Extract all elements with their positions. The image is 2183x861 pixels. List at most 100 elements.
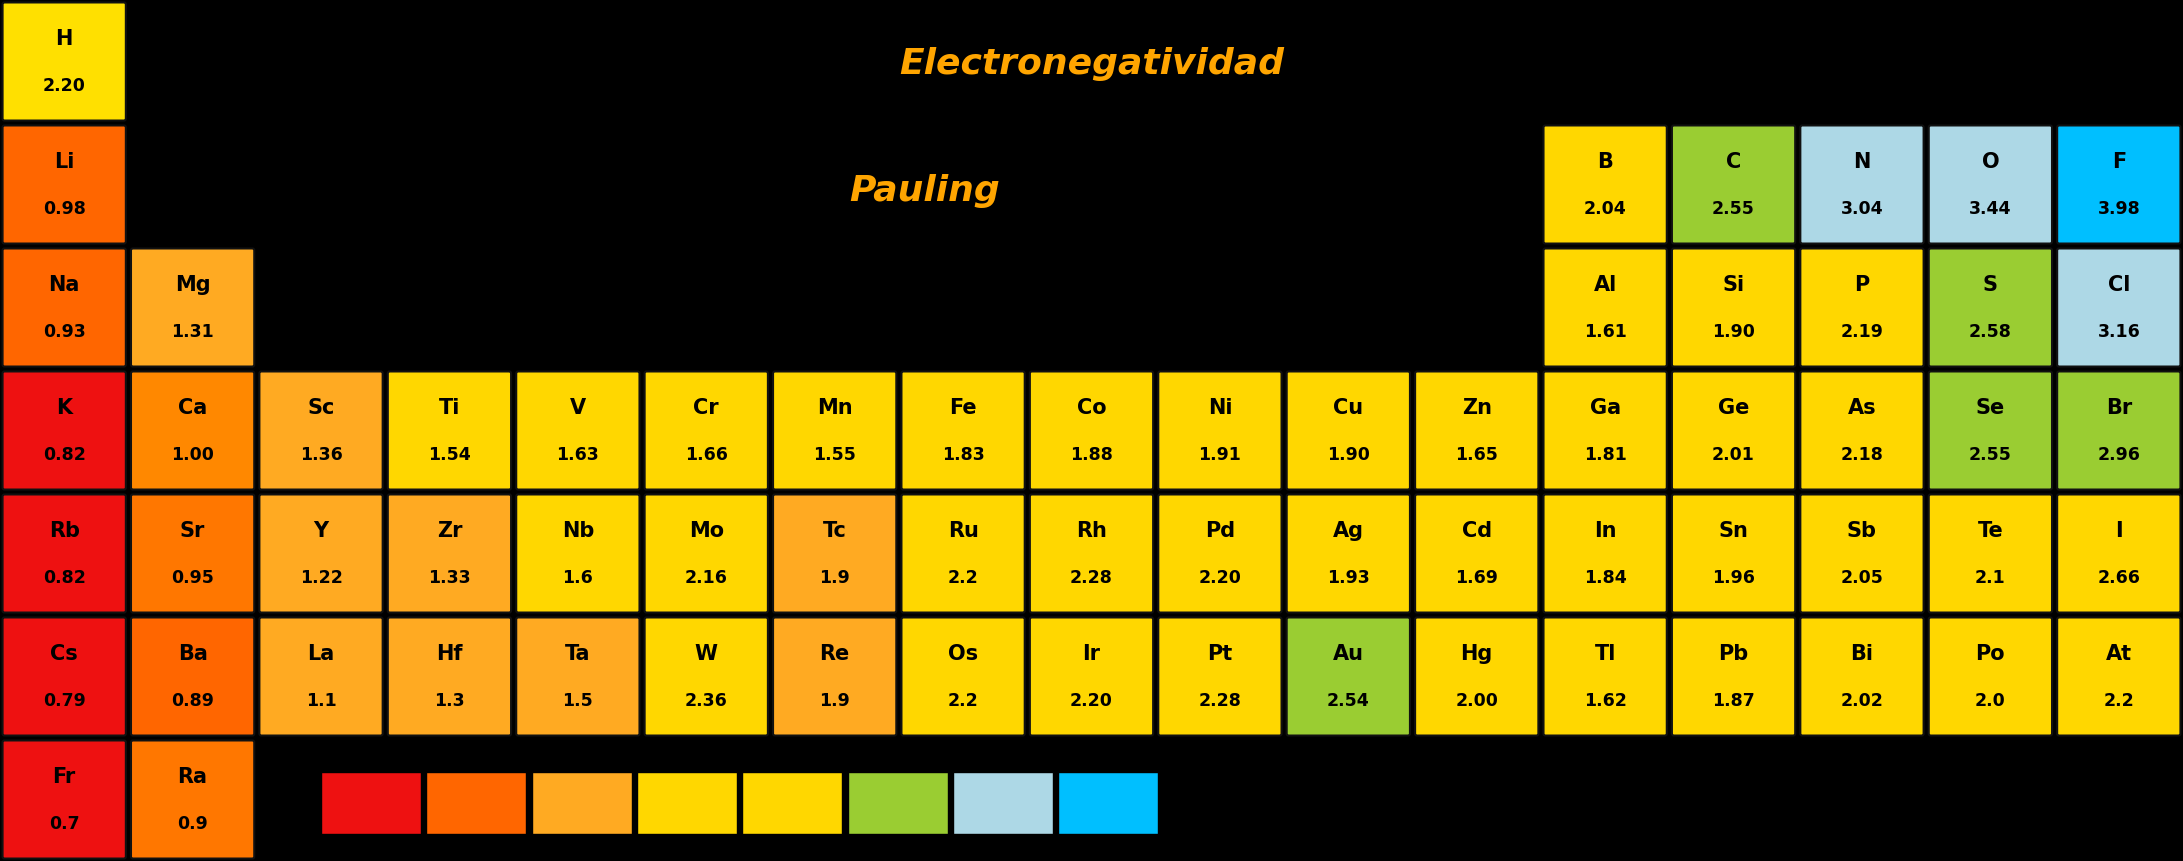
- Text: 1.1: 1.1: [306, 692, 336, 710]
- FancyBboxPatch shape: [637, 772, 738, 834]
- FancyBboxPatch shape: [533, 772, 631, 834]
- FancyBboxPatch shape: [1672, 371, 1794, 490]
- FancyBboxPatch shape: [2056, 126, 2181, 244]
- Text: 1.31: 1.31: [170, 323, 214, 341]
- Text: 2.19: 2.19: [1840, 323, 1884, 341]
- Text: 0.82: 0.82: [44, 569, 85, 587]
- Text: Pauling: Pauling: [849, 174, 1000, 208]
- FancyBboxPatch shape: [1030, 617, 1153, 735]
- FancyBboxPatch shape: [131, 371, 253, 490]
- FancyBboxPatch shape: [131, 740, 253, 858]
- FancyBboxPatch shape: [1159, 494, 1281, 612]
- FancyBboxPatch shape: [2, 3, 127, 121]
- Text: 2.20: 2.20: [1070, 692, 1113, 710]
- Text: Se: Se: [1976, 399, 2004, 418]
- FancyBboxPatch shape: [1930, 617, 2052, 735]
- Text: 0.7: 0.7: [48, 815, 79, 833]
- FancyBboxPatch shape: [131, 494, 253, 612]
- Text: Na: Na: [48, 276, 81, 295]
- FancyBboxPatch shape: [389, 494, 511, 612]
- Text: Ca: Ca: [179, 399, 207, 418]
- Text: F: F: [2111, 152, 2126, 172]
- Text: Zn: Zn: [1463, 399, 1491, 418]
- FancyBboxPatch shape: [644, 494, 768, 612]
- Text: 2.05: 2.05: [1840, 569, 1884, 587]
- Text: 1.90: 1.90: [1327, 446, 1369, 464]
- FancyBboxPatch shape: [773, 371, 897, 490]
- FancyBboxPatch shape: [1930, 126, 2052, 244]
- FancyBboxPatch shape: [1059, 772, 1159, 834]
- FancyBboxPatch shape: [1030, 494, 1153, 612]
- Text: Y: Y: [314, 522, 330, 542]
- Text: Hg: Hg: [1460, 644, 1493, 665]
- Text: P: P: [1853, 276, 1869, 295]
- Text: 1.87: 1.87: [1711, 692, 1755, 710]
- Text: Sn: Sn: [1718, 522, 1749, 542]
- FancyBboxPatch shape: [260, 371, 382, 490]
- FancyBboxPatch shape: [1286, 617, 1410, 735]
- FancyBboxPatch shape: [515, 494, 640, 612]
- FancyBboxPatch shape: [773, 617, 897, 735]
- FancyBboxPatch shape: [1672, 617, 1794, 735]
- Text: 1.36: 1.36: [299, 446, 343, 464]
- FancyBboxPatch shape: [1030, 371, 1153, 490]
- Text: 1.91: 1.91: [1198, 446, 1242, 464]
- FancyBboxPatch shape: [2056, 617, 2181, 735]
- Text: Cl: Cl: [2107, 276, 2131, 295]
- Text: 1.3: 1.3: [434, 692, 465, 710]
- Text: Mo: Mo: [688, 522, 725, 542]
- Text: 0.95: 0.95: [170, 569, 214, 587]
- Text: Pb: Pb: [1718, 644, 1749, 665]
- FancyBboxPatch shape: [1159, 617, 1281, 735]
- Text: Rb: Rb: [48, 522, 81, 542]
- FancyBboxPatch shape: [131, 249, 253, 367]
- FancyBboxPatch shape: [1415, 494, 1539, 612]
- Text: H: H: [55, 29, 72, 49]
- Text: Hf: Hf: [437, 644, 463, 665]
- Text: 2.58: 2.58: [1969, 323, 2013, 341]
- Text: Pt: Pt: [1207, 644, 1233, 665]
- FancyBboxPatch shape: [1543, 249, 1668, 367]
- Text: Re: Re: [819, 644, 849, 665]
- Text: 3.04: 3.04: [1840, 200, 1884, 218]
- Text: 1.96: 1.96: [1711, 569, 1755, 587]
- FancyBboxPatch shape: [515, 371, 640, 490]
- Text: 2.2: 2.2: [947, 692, 978, 710]
- Text: At: At: [2107, 644, 2133, 665]
- Text: Electronegatividad: Electronegatividad: [899, 47, 1284, 81]
- Text: Cu: Cu: [1334, 399, 1364, 418]
- Text: Nb: Nb: [561, 522, 594, 542]
- FancyBboxPatch shape: [644, 617, 768, 735]
- FancyBboxPatch shape: [1801, 494, 1923, 612]
- FancyBboxPatch shape: [1286, 494, 1410, 612]
- Text: I: I: [2115, 522, 2122, 542]
- FancyBboxPatch shape: [1286, 371, 1410, 490]
- Text: Ir: Ir: [1083, 644, 1100, 665]
- Text: 1.6: 1.6: [563, 569, 594, 587]
- Text: K: K: [57, 399, 72, 418]
- FancyBboxPatch shape: [1801, 249, 1923, 367]
- Text: 1.84: 1.84: [1585, 569, 1626, 587]
- FancyBboxPatch shape: [1801, 126, 1923, 244]
- Text: Bi: Bi: [1851, 644, 1873, 665]
- FancyBboxPatch shape: [773, 494, 897, 612]
- Text: Zr: Zr: [437, 522, 463, 542]
- Text: La: La: [308, 644, 334, 665]
- FancyBboxPatch shape: [515, 617, 640, 735]
- Text: 1.22: 1.22: [299, 569, 343, 587]
- FancyBboxPatch shape: [260, 494, 382, 612]
- Text: 2.96: 2.96: [2098, 446, 2139, 464]
- Text: 2.2: 2.2: [947, 569, 978, 587]
- Text: Ge: Ge: [1718, 399, 1749, 418]
- Text: 1.63: 1.63: [557, 446, 598, 464]
- Text: Ti: Ti: [439, 399, 461, 418]
- Text: Ag: Ag: [1334, 522, 1364, 542]
- Text: 1.62: 1.62: [1583, 692, 1626, 710]
- Text: 1.9: 1.9: [819, 692, 849, 710]
- Text: Ra: Ra: [177, 767, 207, 787]
- Text: Cd: Cd: [1463, 522, 1491, 542]
- FancyBboxPatch shape: [902, 617, 1024, 735]
- FancyBboxPatch shape: [2, 126, 127, 244]
- FancyBboxPatch shape: [2, 249, 127, 367]
- Text: 2.1: 2.1: [1976, 569, 2006, 587]
